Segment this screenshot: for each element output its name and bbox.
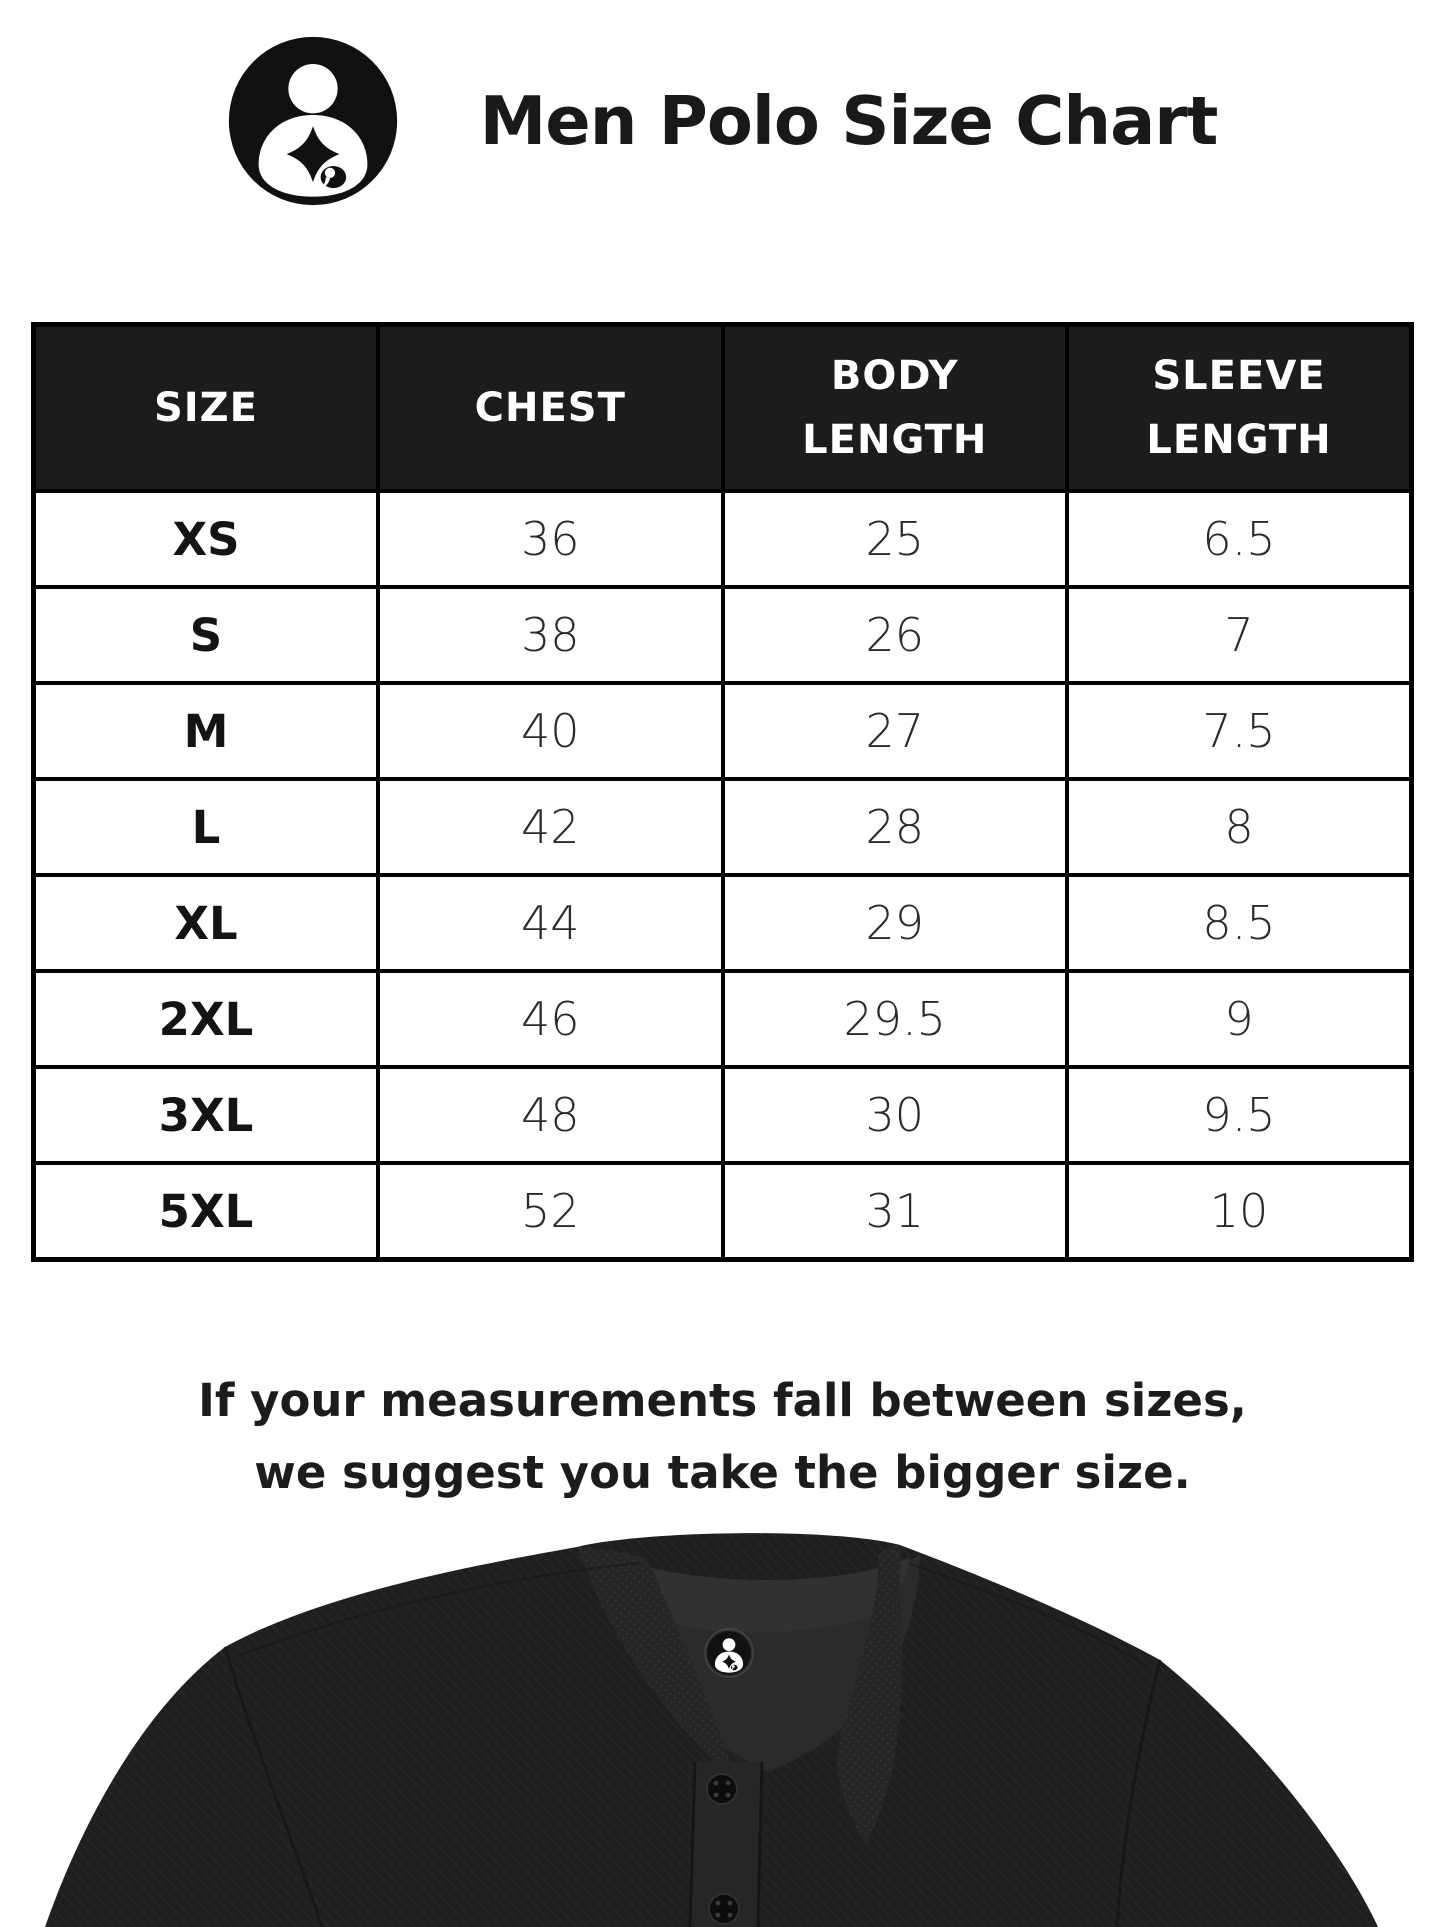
shirt-button-top bbox=[706, 1773, 738, 1805]
size-cell: S bbox=[31, 585, 380, 685]
sleeve-length-cell: 10 bbox=[1065, 1161, 1414, 1262]
table-row: M 40 27 7.5 bbox=[31, 681, 1414, 781]
brand-logo-icon bbox=[228, 36, 398, 206]
shirt-placket bbox=[690, 1762, 762, 1927]
chest-cell: 46 bbox=[376, 969, 725, 1069]
body-length-cell: 29.5 bbox=[720, 969, 1069, 1069]
shirt-neck-logo-ring bbox=[704, 1628, 754, 1678]
size-cell: 5XL bbox=[31, 1161, 380, 1262]
sleeve-length-cell: 9 bbox=[1065, 969, 1414, 1069]
shirt-right-sleeve-seam bbox=[1115, 1659, 1162, 1927]
table-row: 3XL 48 30 9.5 bbox=[31, 1065, 1414, 1165]
shirt-left-shoulder-seam bbox=[239, 1561, 641, 1657]
column-header-sleeve-length: SLEEVE LENGTH bbox=[1065, 322, 1414, 493]
size-cell: XS bbox=[31, 489, 380, 589]
shirt-collar-stand bbox=[612, 1555, 910, 1633]
chest-cell: 48 bbox=[376, 1065, 725, 1165]
chest-cell: 38 bbox=[376, 585, 725, 685]
page-header: Men Polo Size Chart bbox=[0, 0, 1445, 210]
polo-shirt-photo bbox=[0, 1527, 1445, 1927]
chest-cell: 40 bbox=[376, 681, 725, 781]
shirt-button-bottom bbox=[708, 1893, 740, 1925]
shirt-left-sleeve-seam bbox=[223, 1646, 324, 1927]
chest-cell: 52 bbox=[376, 1161, 725, 1262]
sleeve-length-cell: 6.5 bbox=[1065, 489, 1414, 589]
table-header-row: SIZE CHEST BODY LENGTH SLEEVE LENGTH bbox=[31, 322, 1414, 493]
size-cell: XL bbox=[31, 873, 380, 973]
sleeve-length-cell: 7 bbox=[1065, 585, 1414, 685]
column-header-chest: CHEST bbox=[376, 322, 725, 493]
body-length-cell: 31 bbox=[720, 1161, 1069, 1262]
shirt-right-shoulder-seam bbox=[907, 1561, 1149, 1669]
size-cell: 3XL bbox=[31, 1065, 380, 1165]
shirt-collar-left-flap bbox=[577, 1547, 738, 1783]
size-cell: M bbox=[31, 681, 380, 781]
chest-cell: 36 bbox=[376, 489, 725, 589]
body-length-cell: 25 bbox=[720, 489, 1069, 589]
column-header-body-length: BODY LENGTH bbox=[720, 322, 1069, 493]
column-header-size: SIZE bbox=[31, 322, 380, 493]
table-row: XS 36 25 6.5 bbox=[31, 489, 1414, 589]
table-row: XL 44 29 8.5 bbox=[31, 873, 1414, 973]
table-row: 2XL 46 29.5 9 bbox=[31, 969, 1414, 1069]
size-cell: 2XL bbox=[31, 969, 380, 1069]
table-row: 5XL 52 31 10 bbox=[31, 1161, 1414, 1262]
sizing-note: If your measurements fall between sizes,… bbox=[0, 1365, 1445, 1509]
shirt-neck-logo-icon bbox=[707, 1631, 751, 1675]
body-length-cell: 28 bbox=[720, 777, 1069, 877]
body-length-cell: 30 bbox=[720, 1065, 1069, 1165]
body-length-cell: 27 bbox=[720, 681, 1069, 781]
sleeve-length-cell: 8.5 bbox=[1065, 873, 1414, 973]
chest-cell: 44 bbox=[376, 873, 725, 973]
shirt-collar-right-flap bbox=[837, 1544, 902, 1845]
body-length-cell: 26 bbox=[720, 585, 1069, 685]
table-row: S 38 26 7 bbox=[31, 585, 1414, 685]
body-length-cell: 29 bbox=[720, 873, 1069, 973]
sizing-note-line-1: If your measurements fall between sizes, bbox=[198, 1374, 1247, 1427]
sleeve-length-cell: 7.5 bbox=[1065, 681, 1414, 781]
page-title: Men Polo Size Chart bbox=[479, 82, 1219, 160]
chest-cell: 42 bbox=[376, 777, 725, 877]
size-cell: L bbox=[31, 777, 380, 877]
size-chart-table: SIZE CHEST BODY LENGTH SLEEVE LENGTH XS … bbox=[31, 322, 1414, 1262]
sleeve-length-cell: 9.5 bbox=[1065, 1065, 1414, 1165]
sizing-note-line-2: we suggest you take the bigger size. bbox=[254, 1446, 1191, 1499]
sleeve-length-cell: 8 bbox=[1065, 777, 1414, 877]
table-row: L 42 28 8 bbox=[31, 777, 1414, 877]
